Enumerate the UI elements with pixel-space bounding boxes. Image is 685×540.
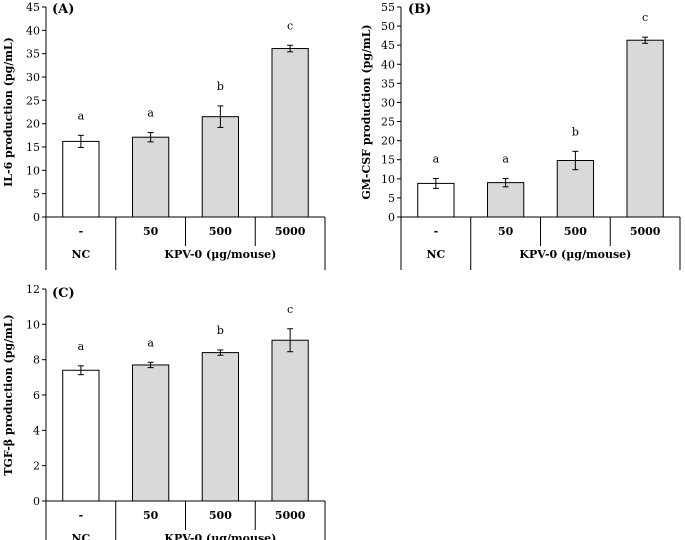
group-label-nc: NC bbox=[71, 532, 90, 540]
y-tick-label: 20 bbox=[381, 135, 395, 148]
bar bbox=[62, 369, 100, 502]
category-label: 5000 bbox=[275, 509, 306, 522]
y-tick-label: 0 bbox=[33, 495, 40, 508]
y-tick-label: 4 bbox=[33, 424, 40, 437]
y-tick-label: 30 bbox=[381, 96, 395, 109]
y-axis-title: TGF-β production (pg/mL) bbox=[2, 314, 15, 475]
significance-letter: a bbox=[502, 152, 509, 165]
y-tick-label: 10 bbox=[26, 164, 40, 177]
significance-letter: c bbox=[287, 303, 293, 316]
y-tick-label: 6 bbox=[33, 389, 40, 402]
category-label: 500 bbox=[564, 225, 587, 238]
significance-letter: a bbox=[78, 109, 85, 122]
bar bbox=[271, 48, 309, 218]
y-tick-label: 45 bbox=[26, 1, 40, 14]
panel-label: (B) bbox=[408, 2, 431, 17]
bar bbox=[417, 182, 455, 218]
group-label-nc: NC bbox=[71, 248, 90, 261]
y-tick-label: 35 bbox=[26, 48, 40, 61]
y-tick-label: 0 bbox=[33, 211, 40, 224]
significance-letter: c bbox=[287, 19, 293, 32]
significance-letter: b bbox=[217, 324, 224, 337]
y-axis-title: IL-6 production (pg/mL) bbox=[2, 37, 15, 187]
bar bbox=[626, 39, 664, 218]
y-tick-label: 2 bbox=[33, 460, 40, 473]
category-label: - bbox=[434, 225, 439, 238]
group-label-treatment: KPV-0 (µg/mouse) bbox=[164, 532, 276, 540]
y-tick-label: 30 bbox=[26, 71, 40, 84]
y-tick-label: 15 bbox=[381, 154, 395, 167]
significance-letter: b bbox=[572, 125, 579, 138]
group-label-treatment: KPV-0 (µg/mouse) bbox=[519, 248, 631, 261]
y-tick-label: 5 bbox=[33, 188, 40, 201]
group-label-nc: NC bbox=[426, 248, 445, 261]
category-label: 50 bbox=[498, 225, 514, 238]
significance-letter: a bbox=[433, 152, 440, 165]
chart-panel-b: 0 5 10 15 20 25 30 35 40 45 50 55 a - a 50 b 500 c 5000 NC KP… bbox=[360, 1, 681, 270]
significance-letter: a bbox=[147, 336, 154, 349]
category-label: 500 bbox=[209, 509, 232, 522]
category-label: - bbox=[79, 509, 84, 522]
y-axis-title: GM-CSF production (pg/mL) bbox=[360, 24, 373, 199]
y-tick-label: 0 bbox=[388, 211, 395, 224]
panel-label: (A) bbox=[52, 2, 74, 17]
y-tick-label: 12 bbox=[26, 283, 40, 296]
y-tick-label: 15 bbox=[26, 141, 40, 154]
y-tick-label: 55 bbox=[381, 1, 395, 14]
bar bbox=[131, 364, 170, 502]
bar bbox=[62, 140, 100, 218]
significance-letter: a bbox=[147, 107, 154, 120]
category-label: - bbox=[79, 225, 84, 238]
y-tick-label: 25 bbox=[26, 94, 40, 107]
bar bbox=[201, 116, 240, 218]
y-tick-label: 10 bbox=[381, 173, 395, 186]
category-label: 50 bbox=[143, 225, 159, 238]
significance-letter: a bbox=[78, 340, 85, 353]
category-label: 50 bbox=[143, 509, 159, 522]
y-tick-label: 50 bbox=[381, 20, 395, 33]
chart-panel-c: 0 2 4 6 8 10 12 a - a 50 b 500 c 5000 NC KPV-0 (µg/mouse… bbox=[2, 283, 326, 540]
y-tick-label: 40 bbox=[381, 58, 395, 71]
group-label-treatment: KPV-0 (µg/mouse) bbox=[164, 248, 276, 261]
bar bbox=[131, 136, 170, 218]
y-tick-label: 45 bbox=[381, 39, 395, 52]
y-tick-label: 8 bbox=[33, 354, 40, 367]
y-tick-label: 40 bbox=[26, 24, 40, 37]
bar bbox=[201, 352, 240, 502]
bar bbox=[486, 182, 525, 218]
category-label: 500 bbox=[209, 225, 232, 238]
chart-panel-a: 0 5 10 15 20 25 30 35 40 45 a - a 50 b 500 c 5000 NC KPV-0 … bbox=[2, 1, 326, 270]
y-tick-label: 20 bbox=[26, 118, 40, 131]
category-label: 5000 bbox=[275, 225, 306, 238]
y-tick-label: 5 bbox=[388, 192, 395, 205]
significance-letter: c bbox=[642, 11, 648, 24]
y-tick-label: 25 bbox=[381, 116, 395, 129]
significance-letter: b bbox=[217, 80, 224, 93]
panel-label: (C) bbox=[52, 286, 75, 301]
y-tick-label: 35 bbox=[381, 77, 395, 90]
category-label: 5000 bbox=[630, 225, 661, 238]
bar bbox=[271, 339, 309, 502]
y-tick-label: 10 bbox=[26, 318, 40, 331]
